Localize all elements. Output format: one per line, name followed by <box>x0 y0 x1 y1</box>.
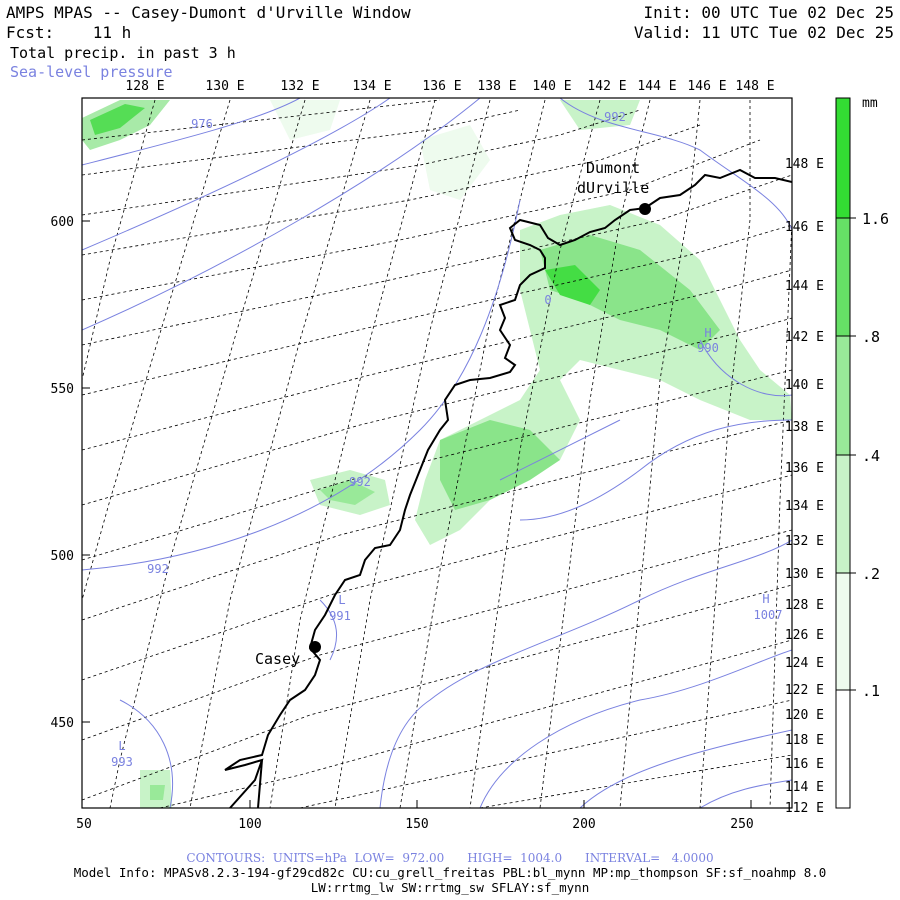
coastline <box>224 168 792 808</box>
right-lon-label: 124 E <box>785 656 824 671</box>
high-marker: H <box>762 592 769 606</box>
right-lon-label: 116 E <box>785 757 824 772</box>
right-lon-label: 120 E <box>785 708 824 723</box>
station-label: dUrville <box>577 179 649 197</box>
right-lon-label: 114 E <box>785 780 824 795</box>
y-tick-label: 450 <box>51 716 74 731</box>
top-lon-label: 130 E <box>205 79 244 94</box>
station-label: Casey <box>255 650 300 668</box>
right-lon-label: 146 E <box>785 220 824 235</box>
colorbar: mm 1.6 .8 .4 .2 .1 <box>835 96 889 809</box>
top-lon-label: 134 E <box>352 79 391 94</box>
right-lon-label: 130 E <box>785 567 824 582</box>
top-lon-label: 128 E <box>125 79 164 94</box>
valid-time: Valid: 11 UTC Tue 02 Dec 25 <box>633 23 894 42</box>
right-lon-label: 126 E <box>785 628 824 643</box>
station-marker <box>639 203 651 215</box>
y-tick-label: 500 <box>51 549 74 564</box>
right-lon-label: 128 E <box>785 598 824 613</box>
right-lon-label: 136 E <box>785 461 824 476</box>
contour-label: 991 <box>329 609 351 623</box>
contour-info: CONTOURS: UNITS=hPa LOW= 972.00 HIGH= 10… <box>186 851 714 865</box>
right-lon-label: 144 E <box>785 279 824 294</box>
map-area <box>82 98 792 808</box>
low-marker: L <box>338 593 345 607</box>
contour-labels: 976 992 992 992 990 991 993 1007 0 L L H… <box>111 110 782 769</box>
contour-label: 0 <box>544 293 551 307</box>
x-tick-label: 200 <box>572 817 595 832</box>
contour-label: 993 <box>111 755 133 769</box>
top-lon-label: 140 E <box>532 79 571 94</box>
colorbar-unit: mm <box>862 96 878 111</box>
contour-label: 990 <box>697 341 719 355</box>
model-info-line2: LW:rrtmg_lw SW:rrtmg_sw SFLAY:sf_mynn <box>310 880 590 895</box>
high-marker: H <box>704 326 711 340</box>
right-lon-axis: 148 E 146 E 144 E 142 E 140 E 138 E 136 … <box>785 157 824 816</box>
colorbar-label: .2 <box>862 565 880 583</box>
right-lon-label: 118 E <box>785 733 824 748</box>
axis-ticks <box>81 220 752 808</box>
map-frame <box>81 97 793 809</box>
top-lon-label: 142 E <box>587 79 626 94</box>
station-casey[interactable]: Casey <box>255 641 321 668</box>
y-tick-label: 600 <box>51 215 74 230</box>
contour-label: 992 <box>604 110 626 124</box>
top-lon-axis: 128 E 130 E 132 E 134 E 136 E 138 E 140 … <box>125 79 774 94</box>
pressure-contours <box>82 98 792 808</box>
y-tick-label: 550 <box>51 382 74 397</box>
contour-label: 992 <box>349 475 371 489</box>
colorbar-swatch <box>836 336 850 455</box>
right-lon-label: 112 E <box>785 801 824 816</box>
x-tick-label: 100 <box>238 817 261 832</box>
top-lon-label: 136 E <box>422 79 461 94</box>
right-lon-label: 140 E <box>785 378 824 393</box>
top-lon-label: 138 E <box>477 79 516 94</box>
right-lon-label: 132 E <box>785 534 824 549</box>
right-lon-label: 142 E <box>785 330 824 345</box>
contour-label: 992 <box>147 562 169 576</box>
x-tick-label: 250 <box>730 817 753 832</box>
forecast-hour: Fcst: 11 h <box>6 23 132 42</box>
top-lon-label: 144 E <box>637 79 676 94</box>
overlay-name: Sea-level pressure <box>10 63 173 81</box>
x-axis-labels: 50 100 150 200 250 <box>76 817 754 832</box>
colorbar-label: .4 <box>862 447 880 465</box>
contour-label: 976 <box>191 117 213 131</box>
x-tick-label: 150 <box>405 817 428 832</box>
init-time: Init: 00 UTC Tue 02 Dec 25 <box>643 3 894 22</box>
station-label: Dumont <box>586 159 640 177</box>
field-name: Total precip. in past 3 h <box>10 44 236 62</box>
colorbar-swatch <box>836 690 850 808</box>
right-lon-label: 122 E <box>785 683 824 698</box>
top-lon-label: 146 E <box>687 79 726 94</box>
top-lon-label: 132 E <box>280 79 319 94</box>
precip-shading <box>82 100 792 808</box>
colorbar-swatch <box>836 573 850 690</box>
colorbar-swatch <box>836 98 850 218</box>
colorbar-label: .8 <box>862 328 880 346</box>
top-lon-label: 148 E <box>735 79 774 94</box>
colorbar-label: .1 <box>862 682 880 700</box>
colorbar-label: 1.6 <box>862 210 889 228</box>
map-title: AMPS MPAS -- Casey-Dumont d'Urville Wind… <box>6 3 411 22</box>
x-tick-label: 50 <box>76 817 92 832</box>
contour-label: 1007 <box>754 608 783 622</box>
right-lon-label: 148 E <box>785 157 824 172</box>
right-lon-label: 134 E <box>785 499 824 514</box>
latlon-grid <box>82 99 792 808</box>
colorbar-swatch <box>836 455 850 573</box>
station-marker <box>309 641 321 653</box>
colorbar-swatch <box>836 218 850 336</box>
model-info: Model Info: MPASv8.2.3-194-gf29cd82c CU:… <box>73 865 827 880</box>
low-marker: L <box>118 739 125 753</box>
right-lon-label: 138 E <box>785 420 824 435</box>
station-dumont-durville[interactable]: Dumont dUrville <box>577 159 651 215</box>
y-axis-labels: 600 550 500 450 <box>51 215 74 731</box>
